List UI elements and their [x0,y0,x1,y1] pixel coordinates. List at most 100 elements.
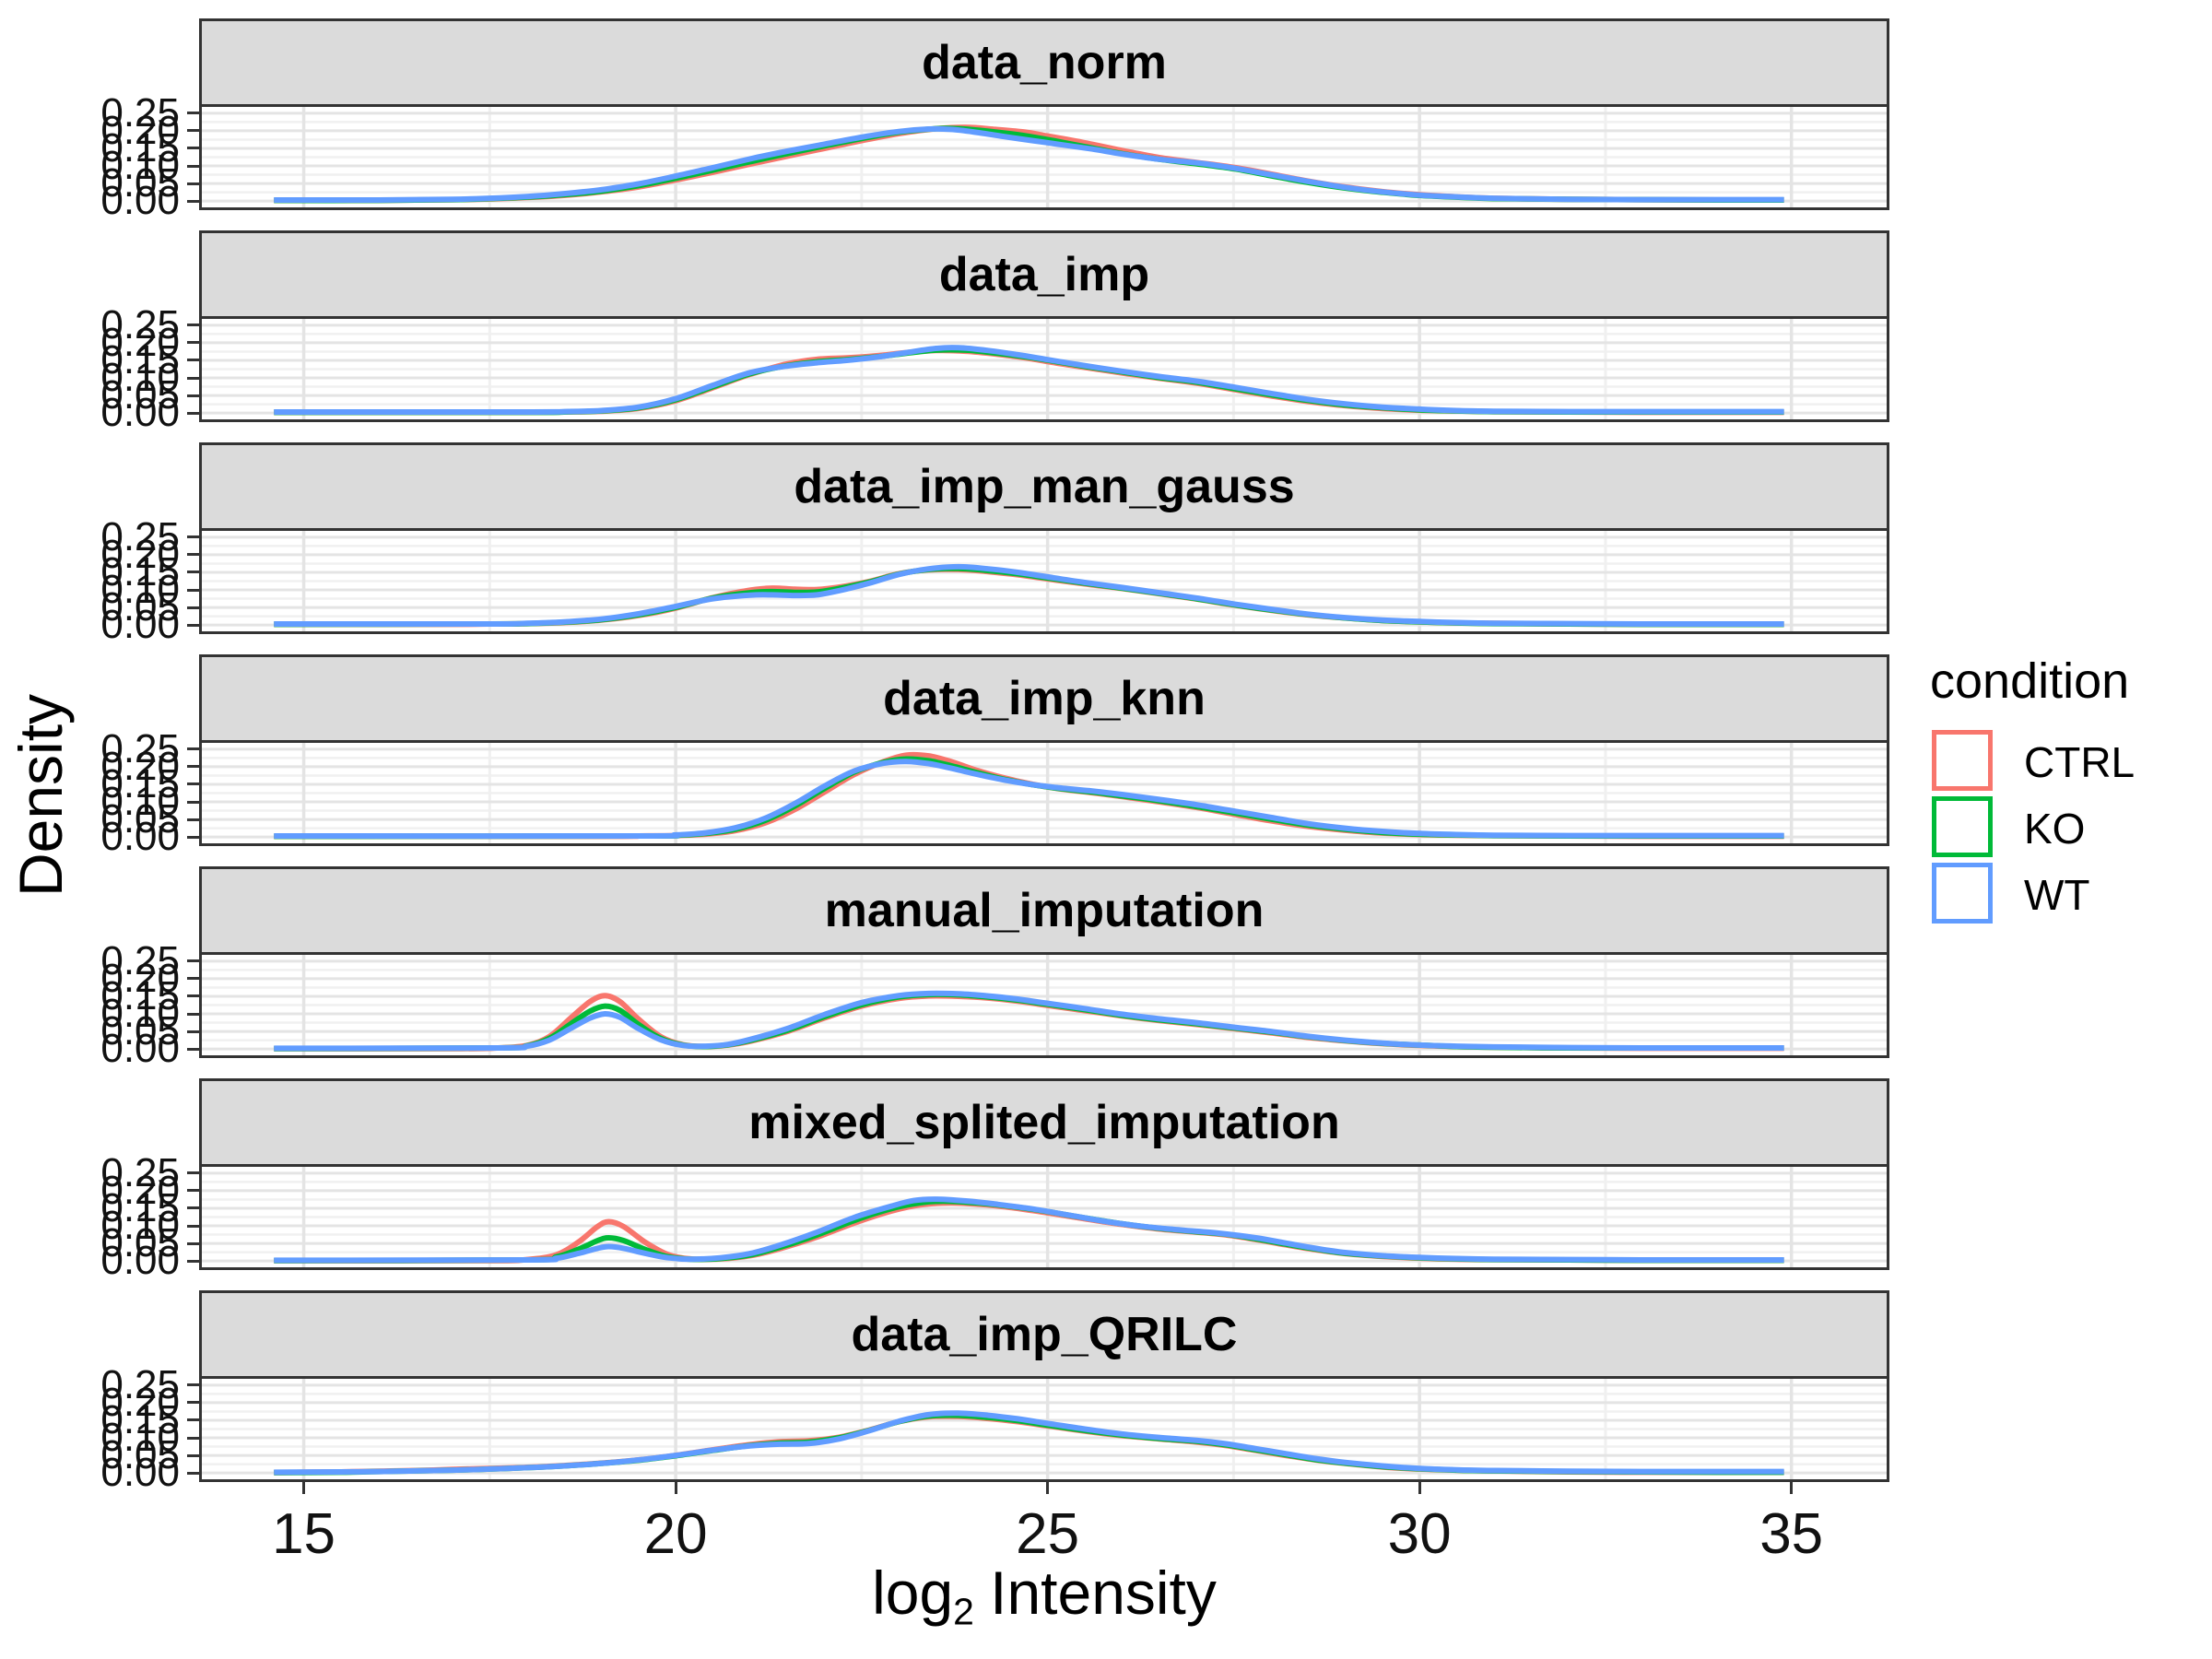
density-curve-wt [274,990,1784,1052]
y-tick-label: 0.05 [100,1220,180,1266]
y-tick-label: 0.10 [100,1203,180,1249]
x-axis-title-subscript: 2 [953,1590,974,1633]
y-tick-label: 0.25 [100,1361,180,1407]
facet-title: mixed_splited_imputation [748,1096,1340,1149]
y-tick [187,1189,199,1193]
y-tick [187,164,199,168]
y-tick-label: 0.10 [100,355,180,401]
y-tick [187,800,199,804]
y-tick [187,606,199,609]
x-tick [302,1482,306,1494]
x-tick-label: 30 [1387,1502,1452,1566]
facet-panel [199,952,1889,1058]
y-tick-label: 0.10 [100,143,180,189]
y-tick [187,359,199,362]
y-tick-label: 0.10 [100,567,180,613]
y-tick-label: 0.00 [100,814,180,860]
facet-strip: data_imp_QRILC [199,1290,1889,1379]
density-curve-wt [274,1410,1784,1476]
y-tick [187,1418,199,1422]
legend-key-ctrl [1932,730,1993,791]
facet-panel [199,740,1889,846]
density-curve-ko [274,756,1784,840]
y-tick-label: 0.15 [100,548,180,594]
facet-strip: data_imp_knn [199,654,1889,743]
y-tick [187,588,199,592]
facet-title: data_imp_knn [883,672,1206,725]
y-tick [187,765,199,769]
y-tick-label: 0.00 [100,390,180,436]
y-tick [187,1401,199,1405]
y-tick [187,553,199,557]
y-tick-label: 0.00 [100,1450,180,1496]
x-tick-label: 25 [1016,1502,1080,1566]
y-tick [187,571,199,574]
y-tick-label: 0.05 [100,160,180,206]
y-tick-label: 0.15 [100,972,180,1018]
y-tick [187,324,199,327]
density-curve-wt [274,563,1784,628]
y-tick [187,835,199,839]
y-tick [187,1383,199,1387]
density-plot [202,1167,1887,1267]
y-tick [187,1047,199,1051]
x-axis-title: log2 Intensity [872,1558,1217,1633]
y-tick [187,129,199,133]
y-tick [187,112,199,115]
y-tick-label: 0.10 [100,1415,180,1461]
y-tick-label: 0.05 [100,796,180,842]
facet-strip: manual_imputation [199,866,1889,955]
density-curve-wt [274,1196,1784,1264]
y-tick [187,199,199,203]
y-tick [187,1224,199,1228]
y-tick-label: 0.00 [100,1238,180,1284]
x-tick [674,1482,677,1494]
legend-label: CTRL [2024,738,2136,786]
density-curve-wt [274,345,1784,416]
legend-label: KO [2024,805,2086,853]
facet-title: data_norm [922,36,1167,89]
y-tick-label: 0.15 [100,1396,180,1442]
facet-title: data_imp [938,248,1150,301]
y-tick-label: 0.20 [100,1167,180,1213]
y-tick-label: 0.15 [100,336,180,382]
y-tick-label: 0.00 [100,178,180,224]
facet-title: data_imp_QRILC [851,1308,1238,1361]
y-tick-label: 0.10 [100,779,180,825]
y-tick [187,994,199,998]
y-tick [187,1241,199,1245]
legend-key-wt [1932,863,1993,924]
density-plot [202,1379,1887,1479]
density-plot [202,319,1887,419]
density-curve-wt [274,125,1784,204]
facet-panel [199,316,1889,422]
y-tick-label: 0.00 [100,1026,180,1072]
facet-strip: data_imp_man_gauss [199,442,1889,531]
y-tick-label: 0.25 [100,725,180,771]
facet-strip: mixed_splited_imputation [199,1078,1889,1167]
y-tick [187,1012,199,1016]
y-tick [187,1471,199,1475]
y-tick [187,1453,199,1457]
y-tick-label: 0.20 [100,319,180,365]
density-plot [202,955,1887,1055]
y-tick-label: 0.20 [100,743,180,789]
y-tick-label: 0.15 [100,760,180,806]
x-tick-label: 15 [272,1502,336,1566]
y-tick [187,182,199,185]
y-tick [187,1259,199,1263]
y-tick [187,535,199,539]
legend-title: condition [1930,653,2130,709]
y-tick-label: 0.15 [100,1184,180,1230]
y-tick-label: 0.05 [100,584,180,630]
y-tick-label: 0.05 [100,1432,180,1478]
facet-title: data_imp_man_gauss [794,460,1295,513]
y-tick-label: 0.25 [100,301,180,347]
facet-panel [199,1376,1889,1482]
y-tick-label: 0.25 [100,1149,180,1195]
x-axis-title-base: log [872,1559,954,1627]
y-tick [187,977,199,981]
x-axis-title-rest: Intensity [990,1559,1217,1627]
facet-title: manual_imputation [824,884,1265,937]
